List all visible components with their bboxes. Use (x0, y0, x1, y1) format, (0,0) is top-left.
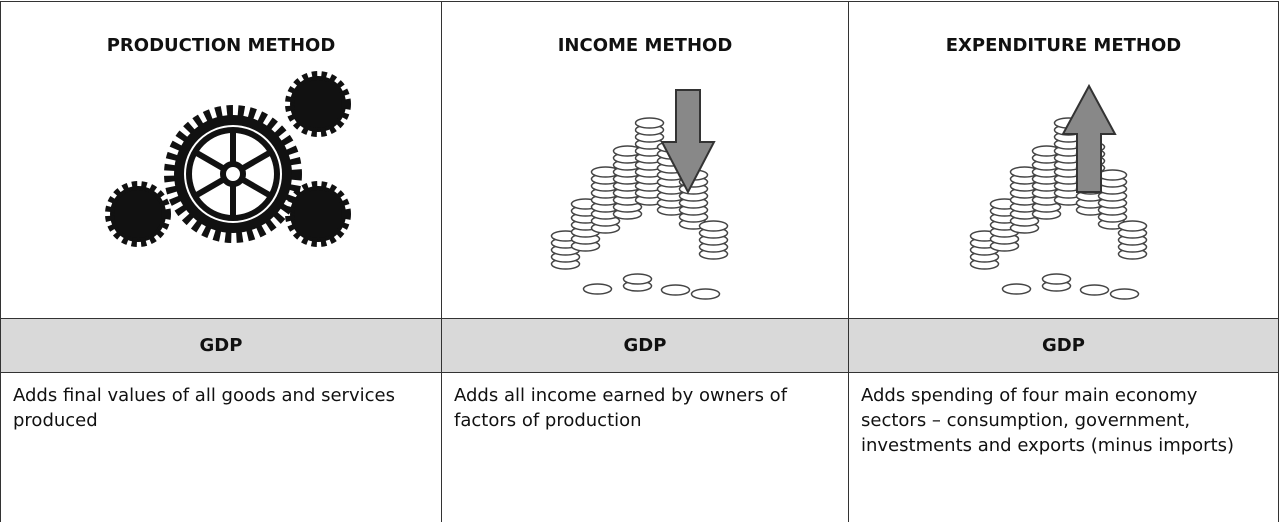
description: Adds final values of all goods and servi… (0, 372, 441, 522)
row-label: GDP (848, 318, 1279, 372)
gears-icon (105, 71, 351, 247)
row-label: GDP (441, 318, 848, 372)
coin (582, 283, 613, 295)
coin (698, 220, 729, 232)
header-cell: EXPENDITURE METHOD (848, 1, 1279, 318)
coin-stacks (969, 117, 1148, 300)
coin (690, 288, 721, 300)
header-cell: INCOME METHOD (441, 1, 848, 318)
coin (1097, 169, 1128, 181)
coin (634, 117, 665, 129)
arrow (1061, 83, 1117, 193)
description: Adds all income earned by owners of fact… (441, 372, 848, 522)
coin (1117, 220, 1148, 232)
coin (1001, 283, 1032, 295)
row-label: GDP (0, 318, 441, 372)
coin (622, 273, 653, 285)
coin (1041, 273, 1072, 285)
column-title: PRODUCTION METHOD (106, 35, 336, 56)
column-title: INCOME METHOD (557, 35, 733, 56)
coins-up-icon (969, 83, 1148, 300)
column-title: EXPENDITURE METHOD (945, 35, 1182, 56)
arrow (660, 89, 716, 195)
description: Adds spending of four main economy secto… (848, 372, 1279, 522)
coin (660, 284, 691, 296)
coins-down-icon (550, 89, 729, 300)
coin (1079, 284, 1110, 296)
coin (1109, 288, 1140, 300)
header-cell: PRODUCTION METHOD (0, 1, 441, 318)
